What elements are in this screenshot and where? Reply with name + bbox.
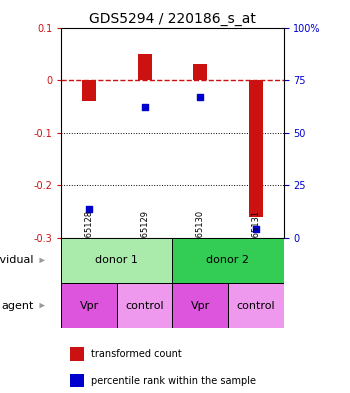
Text: Vpr: Vpr [79, 301, 99, 310]
Bar [61, 238, 172, 283]
Bar [172, 238, 284, 283]
Title: GDS5294 / 220186_s_at: GDS5294 / 220186_s_at [89, 13, 256, 26]
Text: donor 1: donor 1 [95, 255, 138, 265]
Bar [70, 347, 84, 361]
Bar [117, 283, 172, 328]
Text: donor 2: donor 2 [206, 255, 250, 265]
Bar [249, 80, 262, 217]
Text: control: control [236, 301, 275, 310]
Text: GSM1365130: GSM1365130 [196, 210, 205, 266]
Point [86, 206, 92, 213]
Text: percentile rank within the sample: percentile rank within the sample [91, 376, 256, 386]
Bar [193, 64, 207, 80]
Point [253, 226, 259, 233]
Bar [70, 374, 84, 387]
Bar [61, 283, 117, 328]
Text: transformed count: transformed count [91, 349, 182, 360]
Point [142, 104, 147, 110]
Text: GSM1365128: GSM1365128 [85, 210, 93, 266]
Text: Vpr: Vpr [190, 301, 210, 310]
Bar [228, 283, 284, 328]
Text: individual: individual [0, 255, 34, 265]
Bar [138, 54, 152, 80]
Text: GSM1365129: GSM1365129 [140, 210, 149, 266]
Point [197, 94, 203, 100]
Bar [172, 283, 228, 328]
Text: agent: agent [1, 301, 34, 310]
Text: GSM1365131: GSM1365131 [251, 210, 260, 266]
Bar [82, 80, 96, 101]
Text: control: control [125, 301, 164, 310]
